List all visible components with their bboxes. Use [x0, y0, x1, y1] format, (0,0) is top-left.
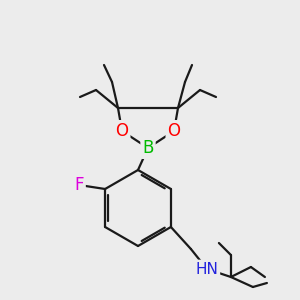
Text: O: O [116, 122, 128, 140]
Text: B: B [142, 139, 154, 157]
Text: O: O [167, 122, 181, 140]
Text: HN: HN [196, 262, 218, 277]
Text: F: F [74, 176, 84, 194]
